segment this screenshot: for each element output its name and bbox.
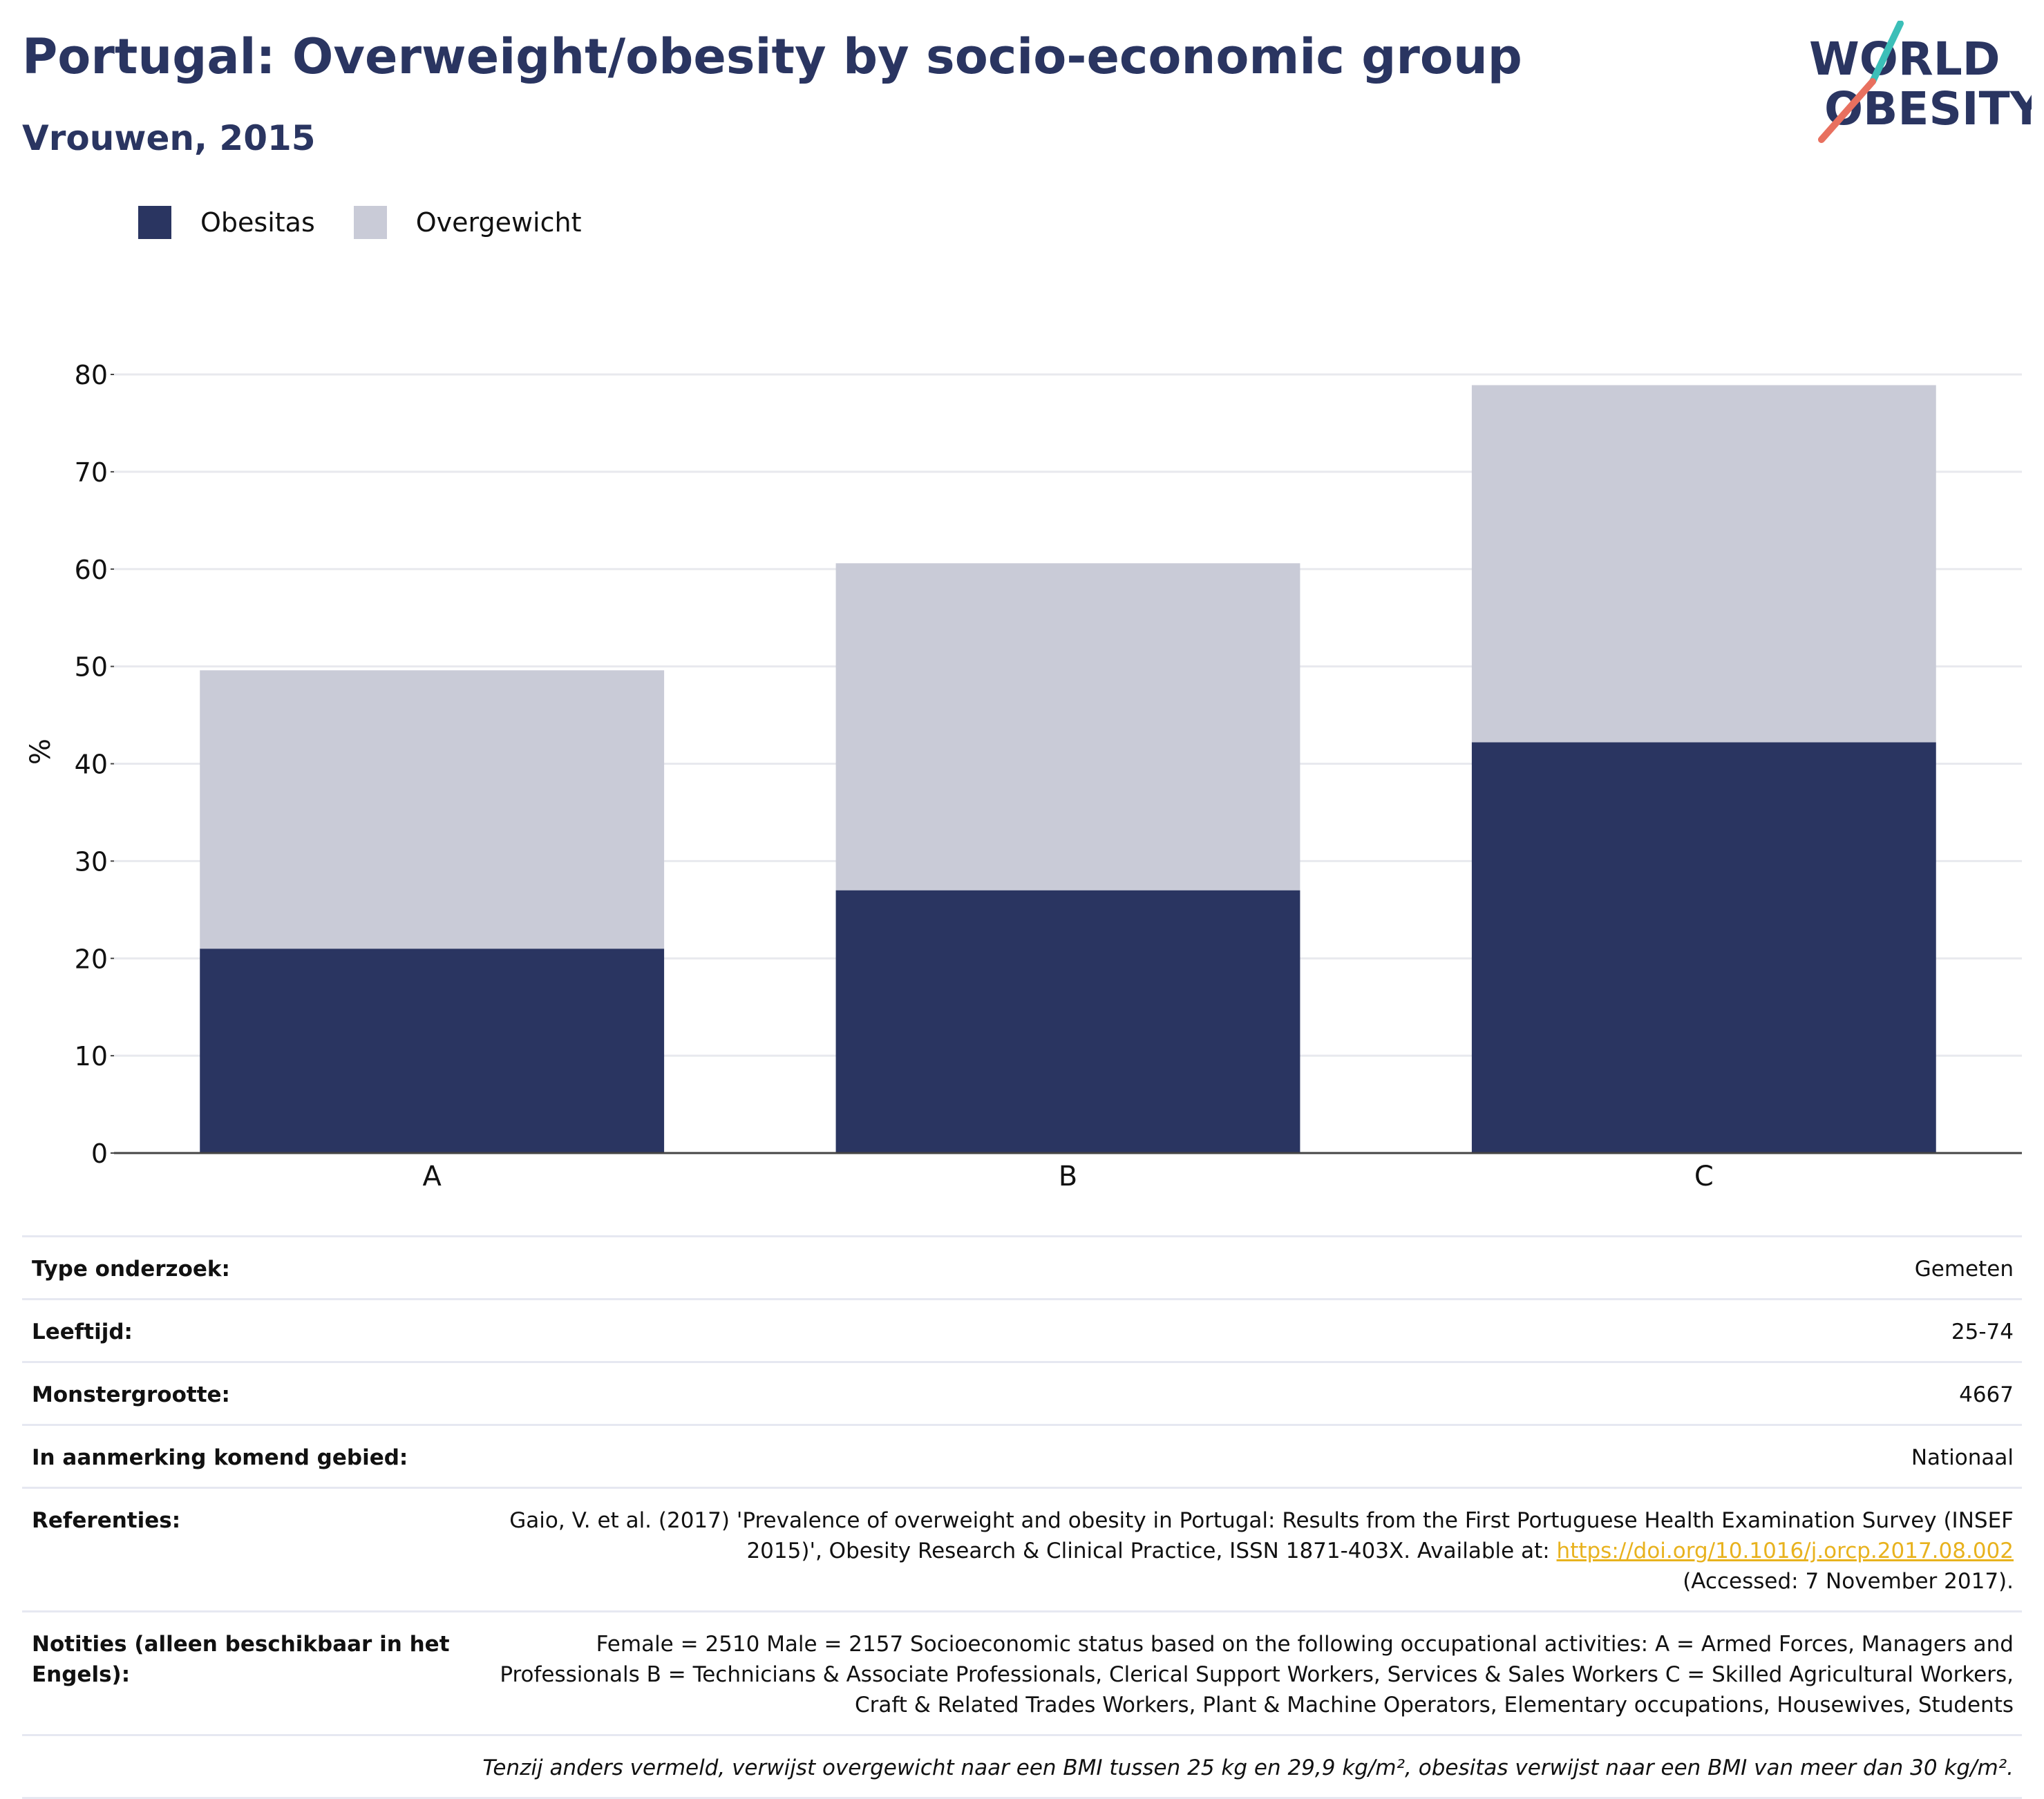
bar-segment-obesitas[interactable] xyxy=(200,949,665,1153)
y-tick-label: 10 xyxy=(75,1041,108,1072)
info-label: Type onderzoek: xyxy=(32,1257,230,1282)
y-tick-label: 60 xyxy=(75,555,108,585)
x-tick-label: B xyxy=(1059,1161,1077,1192)
info-row-notes: Notities (alleen beschikbaar in het Enge… xyxy=(22,1610,2022,1734)
info-label: Leeftijd: xyxy=(32,1320,133,1344)
info-row: Leeftijd: 25-74 xyxy=(22,1298,2022,1361)
references-doi-link[interactable]: https://doi.org/10.1016/j.orcp.2017.08.0… xyxy=(1556,1539,2014,1563)
bar-segment-obesitas[interactable] xyxy=(835,890,1300,1153)
legend-swatch-obesitas xyxy=(138,206,171,239)
legend-label-overgewicht: Overgewicht xyxy=(415,207,582,238)
logo-word-obesity: OBESITY xyxy=(1824,82,2032,135)
y-tick-label: 40 xyxy=(75,750,108,780)
info-row: In aanmerking komend gebied: Nationaal xyxy=(22,1424,2022,1487)
references-text: Gaio, V. et al. (2017) 'Prevalence of ov… xyxy=(509,1508,2014,1563)
info-value: Gemeten xyxy=(1914,1257,2014,1282)
chart-title: Portugal: Overweight/obesity by socio-ec… xyxy=(22,28,1522,85)
y-tick-label: 70 xyxy=(75,457,108,488)
y-tick-label: 80 xyxy=(75,360,108,390)
info-value: 4667 xyxy=(1959,1382,2014,1407)
x-tick-label: A xyxy=(422,1161,442,1192)
references-accessed: (Accessed: 7 November 2017). xyxy=(1683,1569,2014,1594)
bar-segment-overgewicht[interactable] xyxy=(200,670,665,949)
logo-word-world: WORLD xyxy=(1809,32,2000,86)
info-row-references: Referenties: Gaio, V. et al. (2017) 'Pre… xyxy=(22,1487,2022,1610)
world-obesity-logo: WORLD OBESITY xyxy=(1809,21,2032,143)
bar-segment-overgewicht[interactable] xyxy=(835,563,1300,891)
info-label-notes: Notities (alleen beschikbaar in het Enge… xyxy=(32,1632,450,1687)
stacked-bar-chart: 0 10 20 30 40 50 60 70 80 A B C % xyxy=(25,360,2022,1192)
info-value: Nationaal xyxy=(1911,1445,2014,1470)
logo-slash-coral xyxy=(1818,78,1876,143)
chart-subtitle: Vrouwen, 2015 xyxy=(22,118,316,158)
x-tick-label: C xyxy=(1694,1161,1714,1192)
bar-segment-overgewicht[interactable] xyxy=(1471,385,1936,743)
chart-legend: Obesitas Overgewicht xyxy=(138,206,621,239)
legend-item-overgewicht[interactable]: Overgewicht xyxy=(353,206,582,239)
y-tick-label: 20 xyxy=(75,944,108,974)
y-axis-title: % xyxy=(25,739,57,765)
y-tick-labels: 0 10 20 30 40 50 60 70 80 xyxy=(75,360,114,1169)
info-row-footnote: Tenzij anders vermeld, verwijst overgewi… xyxy=(22,1734,2022,1797)
info-label: In aanmerking komend gebied: xyxy=(32,1445,408,1470)
legend-swatch-overgewicht xyxy=(353,206,387,239)
x-tick-labels: A B C xyxy=(422,1161,1713,1192)
y-tick-label: 0 xyxy=(91,1139,108,1169)
info-label: Monstergrootte: xyxy=(32,1382,230,1407)
bar-segment-obesitas[interactable] xyxy=(1471,742,1936,1153)
y-tick-label: 50 xyxy=(75,652,108,683)
info-value-references: Gaio, V. et al. (2017) 'Prevalence of ov… xyxy=(460,1505,2014,1597)
legend-item-obesitas[interactable]: Obesitas xyxy=(138,206,315,239)
info-value: 25-74 xyxy=(1951,1320,2014,1344)
bmi-footnote: Tenzij anders vermeld, verwijst overgewi… xyxy=(482,1755,2014,1780)
info-row: Monstergrootte: 4667 xyxy=(22,1361,2022,1424)
logo-slash-teal xyxy=(1869,21,1904,85)
info-label-references: Referenties: xyxy=(32,1508,181,1533)
info-value-notes: Female = 2510 Male = 2157 Socioeconomic … xyxy=(500,1632,2014,1717)
survey-info-table: Type onderzoek: Gemeten Leeftijd: 25-74 Mons… xyxy=(22,1235,2022,1799)
y-tick-label: 30 xyxy=(75,846,108,877)
info-row: Type onderzoek: Gemeten xyxy=(22,1235,2022,1298)
bars xyxy=(200,385,1936,1153)
legend-label-obesitas: Obesitas xyxy=(200,207,315,238)
